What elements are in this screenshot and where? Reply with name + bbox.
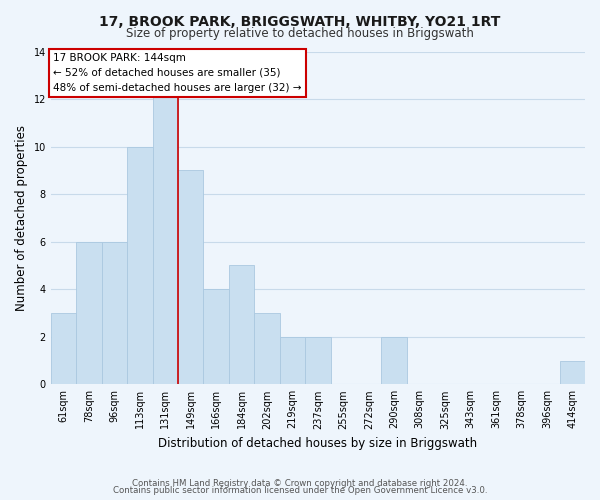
Text: Contains public sector information licensed under the Open Government Licence v3: Contains public sector information licen…: [113, 486, 487, 495]
Bar: [280, 337, 305, 384]
Y-axis label: Number of detached properties: Number of detached properties: [15, 125, 28, 311]
Text: 17, BROOK PARK, BRIGGSWATH, WHITBY, YO21 1RT: 17, BROOK PARK, BRIGGSWATH, WHITBY, YO21…: [100, 15, 500, 29]
Text: 17 BROOK PARK: 144sqm
← 52% of detached houses are smaller (35)
48% of semi-deta: 17 BROOK PARK: 144sqm ← 52% of detached …: [53, 53, 302, 93]
Bar: [51, 313, 76, 384]
Bar: [127, 146, 152, 384]
Text: Size of property relative to detached houses in Briggswath: Size of property relative to detached ho…: [126, 28, 474, 40]
Bar: [152, 76, 178, 384]
X-axis label: Distribution of detached houses by size in Briggswath: Distribution of detached houses by size …: [158, 437, 478, 450]
Text: Contains HM Land Registry data © Crown copyright and database right 2024.: Contains HM Land Registry data © Crown c…: [132, 478, 468, 488]
Bar: [178, 170, 203, 384]
Bar: [101, 242, 127, 384]
Bar: [254, 313, 280, 384]
Bar: [560, 360, 585, 384]
Bar: [229, 266, 254, 384]
Bar: [382, 337, 407, 384]
Bar: [203, 289, 229, 384]
Bar: [76, 242, 101, 384]
Bar: [305, 337, 331, 384]
